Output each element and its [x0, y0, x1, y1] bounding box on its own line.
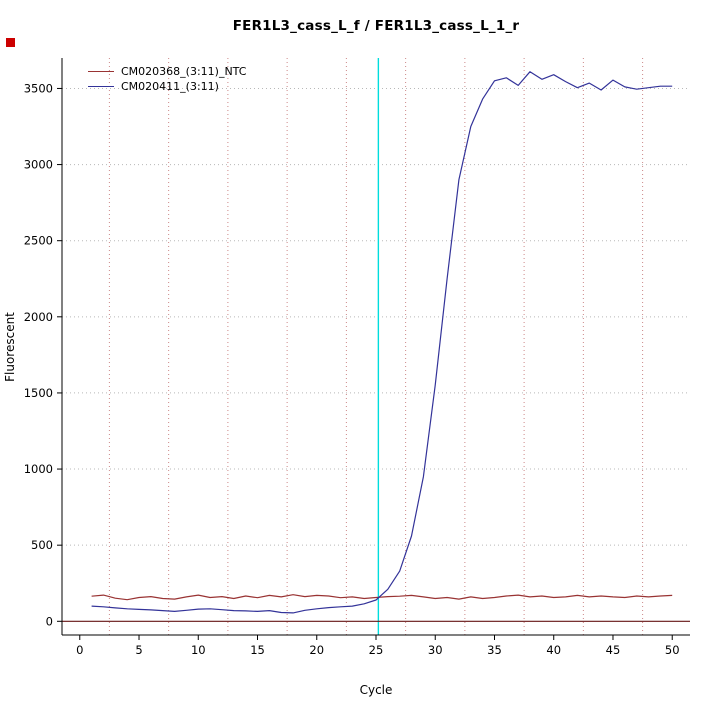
x-tick-label: 0 [76, 643, 83, 657]
y-axis-label: Fluorescent [3, 312, 17, 382]
x-tick-label: 35 [487, 643, 502, 657]
x-tick-label: 15 [250, 643, 265, 657]
legend-label: CM020411_(3:11) [121, 80, 219, 93]
chart-title: FER1L3_cass_L_f / FER1L3_cass_L_1_r [232, 18, 520, 34]
legend-swatch [88, 71, 114, 72]
x-tick-label: 40 [546, 643, 561, 657]
legend-item: CM020411_(3:11) [88, 79, 246, 94]
x-tick-label: 25 [369, 643, 384, 657]
x-axis-label: Cycle [359, 683, 393, 697]
y-tick-label: 3000 [24, 158, 53, 172]
red-marker-icon [6, 38, 15, 47]
x-tick-label: 45 [606, 643, 621, 657]
x-tick-label: 5 [135, 643, 142, 657]
x-tick-label: 10 [191, 643, 206, 657]
y-tick-label: 0 [46, 614, 53, 628]
y-tick-label: 2500 [24, 234, 53, 248]
y-tick-label: 500 [31, 538, 53, 552]
y-tick-label: 3500 [24, 81, 53, 95]
legend-swatch [88, 86, 114, 87]
y-tick-label: 1000 [24, 462, 53, 476]
y-tick-label: 1500 [24, 386, 53, 400]
legend-label: CM020368_(3:11)_NTC [121, 65, 247, 78]
series-line-CM020368_(3:11)_NTC [91, 594, 673, 601]
x-tick-label: 20 [309, 643, 324, 657]
x-tick-label: 30 [428, 643, 443, 657]
legend-item: CM020368_(3:11)_NTC [88, 64, 246, 79]
x-tick-label: 50 [665, 643, 680, 657]
legend: CM020368_(3:11)_NTC CM020411_(3:11) [88, 64, 246, 94]
y-tick-label: 2000 [24, 310, 53, 324]
series-line-CM020411_(3:11) [91, 71, 673, 614]
